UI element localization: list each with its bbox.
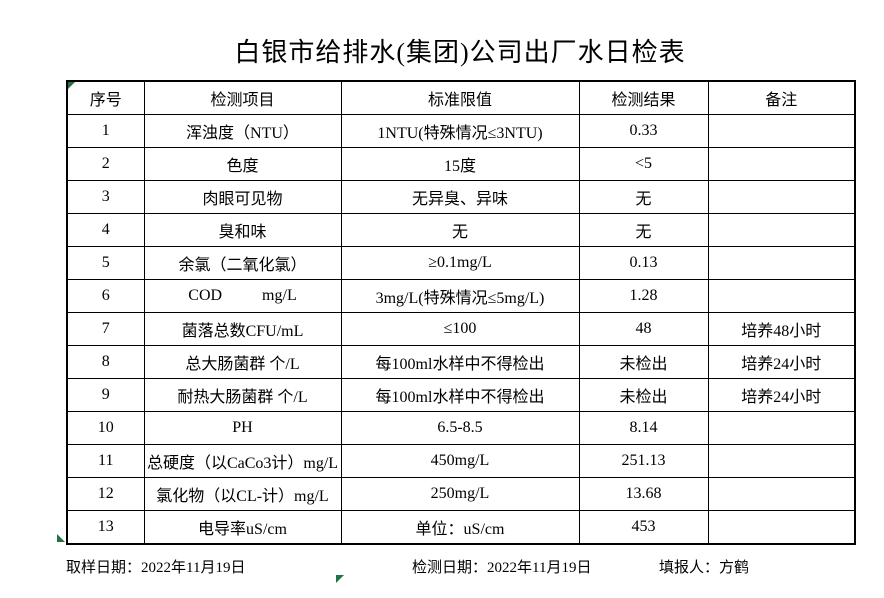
- cell-limit: 1NTU(特殊情况≤3NTU): [340, 114, 580, 148]
- cell-no: 3: [66, 180, 145, 214]
- cell-note: 培养48小时: [707, 312, 856, 346]
- cell-note: [707, 114, 856, 148]
- reporter-label: 填报人：方鹤: [659, 560, 750, 576]
- cell-result: 8.14: [578, 411, 709, 445]
- cell-limit: 6.5-8.5: [340, 411, 580, 445]
- cell-no: 6: [66, 279, 145, 313]
- cell-result: 0.13: [578, 246, 709, 280]
- cell-item: 总硬度（以CaCo3计）mg/L: [143, 444, 342, 478]
- cell-note: [707, 180, 856, 214]
- table-row: 4 臭和味 无 无: [66, 213, 856, 247]
- table-row: 1 浑浊度（NTU） 1NTU(特殊情况≤3NTU) 0.33: [66, 114, 856, 148]
- cell-limit: 无异臭、异味: [340, 180, 580, 214]
- cell-note: [707, 510, 856, 545]
- cell-item: 肉眼可见物: [143, 180, 342, 214]
- cell-result: 48: [578, 312, 709, 346]
- table-row: 3 肉眼可见物 无异臭、异味 无: [66, 180, 856, 214]
- cell-limit: 每100ml水样中不得检出: [340, 345, 580, 379]
- cell-no: 10: [66, 411, 145, 445]
- cell-note: [707, 477, 856, 511]
- cell-no: 7: [66, 312, 145, 346]
- green-corner-marker-icon: [57, 534, 65, 542]
- cell-item: 余氯（二氧化氯）: [143, 246, 342, 280]
- cell-limit: 15度: [340, 147, 580, 181]
- header-item: 检测项目: [143, 80, 342, 115]
- cell-item: 浑浊度（NTU）: [143, 114, 342, 148]
- cell-item: 耐热大肠菌群 个/L: [143, 378, 342, 412]
- cell-result: 无: [578, 213, 709, 247]
- green-corner-marker-icon: [336, 575, 344, 583]
- header-result: 检测结果: [578, 80, 709, 115]
- cell-result: 453: [578, 510, 709, 545]
- cell-result: 未检出: [578, 345, 709, 379]
- cell-note: [707, 444, 856, 478]
- cell-no: 8: [66, 345, 145, 379]
- cell-note: 培养24小时: [707, 378, 856, 412]
- cell-no: 4: [66, 213, 145, 247]
- header-note: 备注: [707, 80, 856, 115]
- sampling-date-label: 取样日期：2022年11月19日: [66, 560, 246, 576]
- cell-no: 11: [66, 444, 145, 478]
- cell-result: 1.28: [578, 279, 709, 313]
- cell-no: 1: [66, 114, 145, 148]
- testing-date-label: 检测日期：2022年11月19日: [412, 560, 592, 576]
- table-row: 12 氯化物（以CL-计）mg/L 250mg/L 13.68: [66, 477, 856, 511]
- table-row: 10 PH 6.5-8.5 8.14: [66, 411, 856, 445]
- cell-no: 12: [66, 477, 145, 511]
- cell-result: 13.68: [578, 477, 709, 511]
- table-row: 9 耐热大肠菌群 个/L 每100ml水样中不得检出 未检出 培养24小时: [66, 378, 856, 412]
- table-row: 5 余氯（二氧化氯） ≥0.1mg/L 0.13: [66, 246, 856, 280]
- cell-limit: 250mg/L: [340, 477, 580, 511]
- cell-item: 氯化物（以CL-计）mg/L: [143, 477, 342, 511]
- cell-result: 未检出: [578, 378, 709, 412]
- cell-note: [707, 279, 856, 313]
- cell-result: 0.33: [578, 114, 709, 148]
- cell-result: <5: [578, 147, 709, 181]
- cell-note: [707, 246, 856, 280]
- cell-limit: ≤100: [340, 312, 580, 346]
- cell-limit: 每100ml水样中不得检出: [340, 378, 580, 412]
- cell-limit: ≥0.1mg/L: [340, 246, 580, 280]
- table-row: 6 COD mg/L 3mg/L(特殊情况≤5mg/L) 1.28: [66, 279, 856, 313]
- cell-item: 臭和味: [143, 213, 342, 247]
- table-header-row: 序号 检测项目 标准限值 检测结果 备注: [66, 80, 856, 115]
- cell-item: 菌落总数CFU/mL: [143, 312, 342, 346]
- inspection-table: 序号 检测项目 标准限值 检测结果 备注 1 浑浊度（NTU） 1NTU(特殊情…: [66, 80, 856, 545]
- cell-result: 无: [578, 180, 709, 214]
- table-row: 13 电导率uS/cm 单位：uS/cm 453: [66, 510, 856, 545]
- table-row: 2 色度 15度 <5: [66, 147, 856, 181]
- cell-item: 总大肠菌群 个/L: [143, 345, 342, 379]
- page-title: 白银市给排水(集团)公司出厂水日检表: [234, 38, 686, 67]
- cell-item: 电导率uS/cm: [143, 510, 342, 545]
- cell-note: [707, 411, 856, 445]
- cell-limit: 无: [340, 213, 580, 247]
- header-limit: 标准限值: [340, 80, 580, 115]
- header-no: 序号: [66, 80, 145, 115]
- cell-limit: 单位：uS/cm: [340, 510, 580, 545]
- cell-no: 9: [66, 378, 145, 412]
- cell-note: [707, 213, 856, 247]
- table-row: 8 总大肠菌群 个/L 每100ml水样中不得检出 未检出 培养24小时: [66, 345, 856, 379]
- cell-no: 13: [66, 510, 145, 545]
- cell-no: 5: [66, 246, 145, 280]
- cell-note: 培养24小时: [707, 345, 856, 379]
- cell-result: 251.13: [578, 444, 709, 478]
- cell-note: [707, 147, 856, 181]
- cell-item: COD mg/L: [143, 279, 342, 313]
- table-row: 7 菌落总数CFU/mL ≤100 48 培养48小时: [66, 312, 856, 346]
- cell-no: 2: [66, 147, 145, 181]
- table-row: 11 总硬度（以CaCo3计）mg/L 450mg/L 251.13: [66, 444, 856, 478]
- cell-item: PH: [143, 411, 342, 445]
- cell-limit: 450mg/L: [340, 444, 580, 478]
- cell-limit: 3mg/L(特殊情况≤5mg/L): [340, 279, 580, 313]
- cell-item: 色度: [143, 147, 342, 181]
